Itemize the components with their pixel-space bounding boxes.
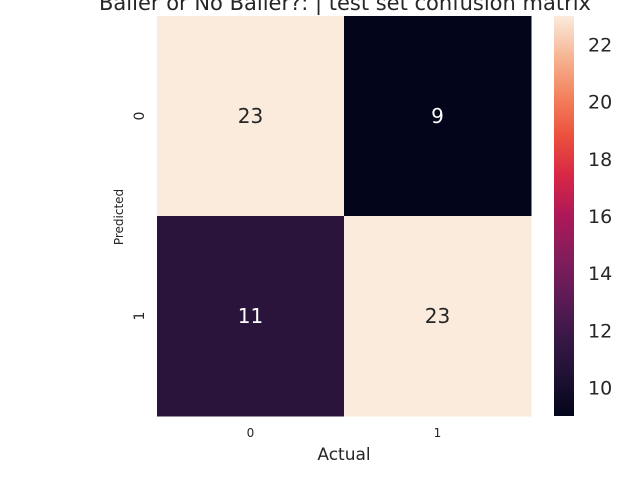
cell-annotation-r0-c0: 23 <box>238 104 263 128</box>
cell-annotation-r1-c0: 11 <box>238 304 263 328</box>
colorbar-tick-22: 22 <box>588 35 612 57</box>
heatmap-cell-r1-c0 <box>157 216 345 417</box>
colorbar-tick-16: 16 <box>588 206 612 228</box>
chart-title: Baller or No Baller?: | test set confusi… <box>99 0 591 15</box>
colorbar-tick-14: 14 <box>588 263 612 285</box>
colorbar-tick-20: 20 <box>588 92 612 114</box>
y-axis-ticks: 01 <box>132 112 148 321</box>
colorbar-tick-12: 12 <box>588 320 612 342</box>
x-tick-label-0: 0 <box>247 426 255 440</box>
y-tick-label-0: 0 <box>132 112 148 121</box>
colorbar-ticks: 10 12 14 16 18 20 22 <box>588 35 612 400</box>
y-axis-label: Predicted <box>112 189 126 245</box>
heatmap-cell-r0-c0 <box>157 16 345 217</box>
x-tick-label-1: 1 <box>434 426 442 440</box>
x-axis-label: Actual <box>317 445 370 465</box>
cell-annotations: 23 9 11 23 <box>238 104 450 328</box>
y-tick-label-1: 1 <box>132 312 148 321</box>
cell-annotation-r1-c1: 23 <box>425 304 450 328</box>
cell-annotation-r0-c1: 9 <box>431 104 444 128</box>
heatmap-cell-r0-c1 <box>344 16 532 217</box>
colorbar-tick-18: 18 <box>588 149 612 171</box>
heatmap-cells <box>157 16 532 417</box>
heatmap-cell-r1-c1 <box>344 216 532 417</box>
colorbar-tick-10: 10 <box>588 377 612 399</box>
colorbar <box>554 16 574 416</box>
